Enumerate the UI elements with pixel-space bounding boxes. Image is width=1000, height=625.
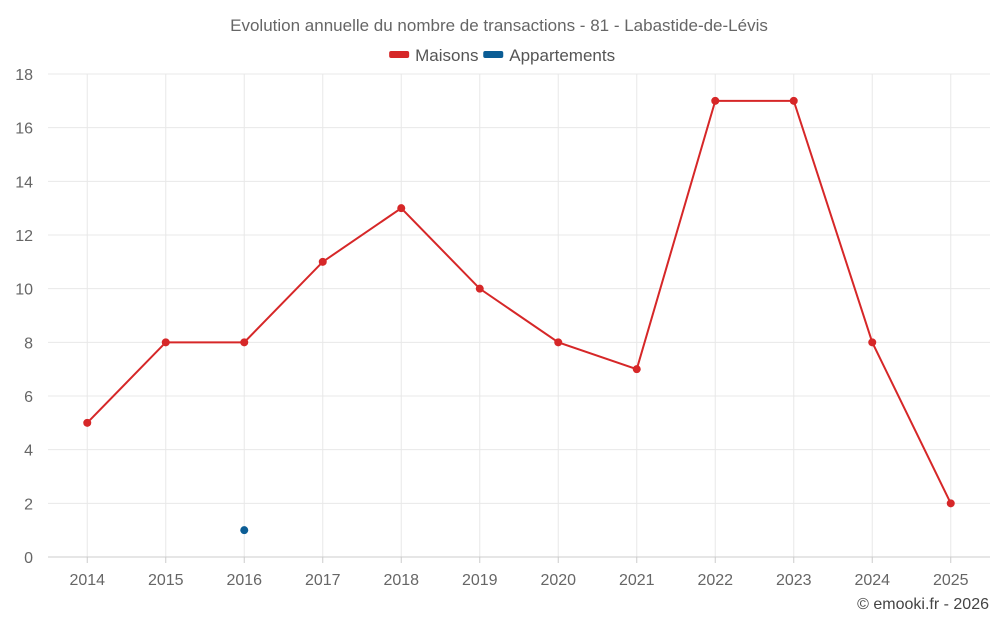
- legend-item-maisons[interactable]: Maisons: [389, 46, 478, 65]
- data-point-maisons[interactable]: [946, 499, 955, 508]
- credit-text: © emooki.fr - 2026: [857, 596, 989, 613]
- y-tick-label: 8: [24, 335, 33, 352]
- x-tick-label: 2025: [933, 572, 969, 589]
- data-point-maisons[interactable]: [161, 338, 170, 347]
- grid: [48, 73, 990, 558]
- data-point-maisons[interactable]: [318, 257, 327, 266]
- x-tick-label: 2021: [619, 572, 655, 589]
- data-point-maisons[interactable]: [240, 338, 249, 347]
- data-point-maisons[interactable]: [868, 338, 877, 347]
- y-tick-label: 12: [15, 228, 33, 245]
- y-tick-label: 14: [15, 174, 33, 191]
- y-tick-label: 2: [24, 496, 33, 513]
- data-point-maisons[interactable]: [632, 365, 641, 374]
- x-tick-label: 2018: [383, 572, 419, 589]
- data-point-maisons[interactable]: [711, 96, 720, 105]
- legend-item-appartements[interactable]: Appartements: [483, 46, 615, 65]
- series: [83, 96, 955, 535]
- x-tick-label: 2017: [305, 572, 341, 589]
- y-tick-label: 4: [24, 443, 33, 460]
- data-point-maisons[interactable]: [83, 418, 92, 427]
- data-point-appartements[interactable]: [240, 526, 249, 535]
- x-tick-label: 2016: [226, 572, 262, 589]
- x-tick-label: 2020: [540, 572, 576, 589]
- y-tick-label: 10: [15, 282, 33, 299]
- chart-title: Evolution annuelle du nombre de transact…: [230, 16, 768, 35]
- y-tick-label: 6: [24, 389, 33, 406]
- y-tick-label: 0: [24, 550, 33, 567]
- x-tick-label: 2015: [148, 572, 184, 589]
- axes: 0 2 4 6 8 10 12 14 16 18 2014 2015 2016 2017 2018 2019 2…: [15, 67, 990, 589]
- data-point-maisons[interactable]: [554, 338, 563, 347]
- data-point-maisons[interactable]: [397, 204, 406, 213]
- x-tick-label: 2019: [462, 572, 498, 589]
- legend-label: Maisons: [415, 46, 478, 65]
- data-point-maisons[interactable]: [475, 284, 484, 293]
- x-tick-label: 2022: [697, 572, 733, 589]
- legend-label: Appartements: [509, 46, 615, 65]
- series-line-maisons: [86, 99, 952, 504]
- legend-swatch: [483, 51, 504, 58]
- data-point-maisons[interactable]: [789, 96, 798, 105]
- y-tick-label: 16: [15, 121, 33, 138]
- legend-swatch: [389, 51, 410, 58]
- legend: Maisons Appartements: [389, 46, 615, 65]
- x-tick-label: 2023: [776, 572, 812, 589]
- y-tick-label: 18: [15, 67, 33, 84]
- x-tick-label: 2014: [69, 572, 105, 589]
- x-tick-label: 2024: [854, 572, 890, 589]
